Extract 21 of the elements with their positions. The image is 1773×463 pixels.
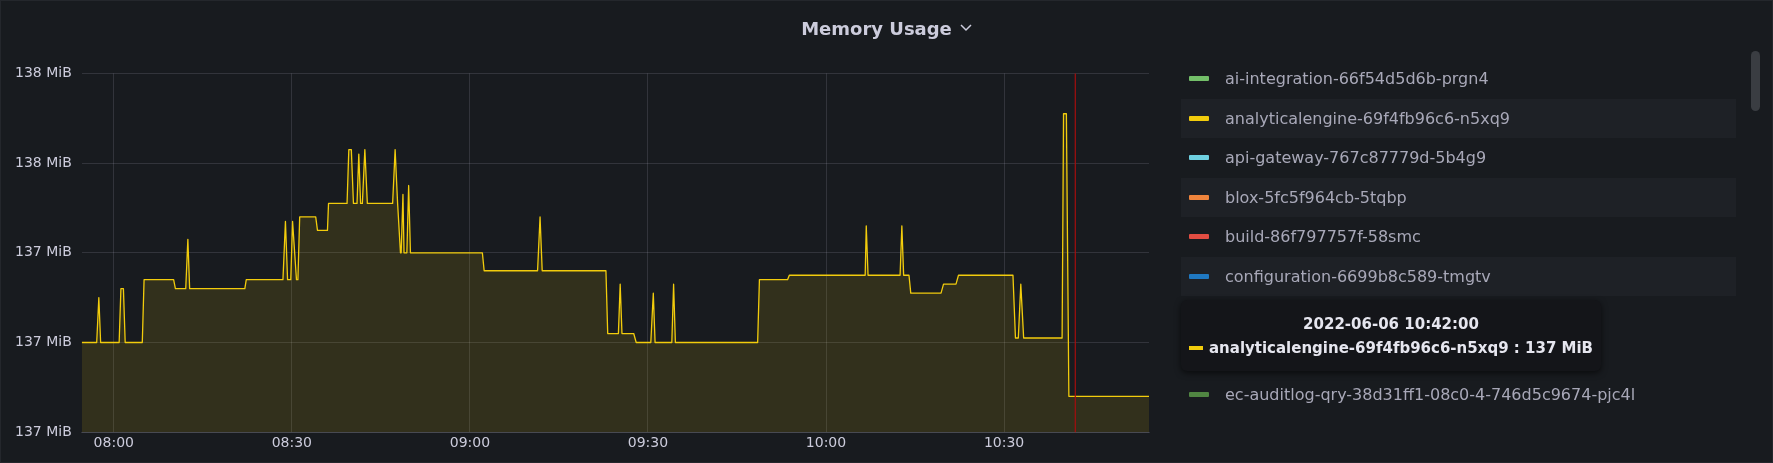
y-tick-label: 138 MiB	[15, 64, 72, 81]
text: analyticalengine-69f4fb96c6-n5xq9 : 137 MiB	[1208, 338, 1594, 357]
y-tick-label: 138 MiB	[15, 153, 72, 170]
y-tick-label: 137 MiB	[15, 333, 72, 350]
x-tick-label: 09:30	[627, 434, 669, 451]
chart-title: Memory Usage	[801, 17, 952, 39]
text: 2022-06-06 10:42:00	[1303, 314, 1479, 333]
legend-label: api-gateway-767c87779d-5b4g9	[1225, 148, 1487, 168]
y-tick-label: 137 MiB	[15, 243, 72, 260]
legend-label: blox-5fc5f964cb-5tqbp	[1225, 187, 1407, 207]
y-tick-label: 137 MiB	[15, 422, 72, 439]
x-tick-label: 10:00	[805, 434, 847, 451]
legend-label: ai-integration-66f54d5d6b-prgn4	[1225, 69, 1489, 89]
legend-label: configuration-6699b8c589-tmgtv	[1225, 266, 1491, 286]
legend-label: ec-auditlog-qry-38d31ff1-08c0-4-746d5c9674-pjc4l	[1225, 385, 1636, 405]
x-tick-label: 08:00	[93, 434, 134, 451]
legend-label: build-86f797757f-58smc	[1225, 227, 1421, 247]
x-tick-label: 08:30	[271, 434, 313, 451]
x-tick-label: 09:00	[449, 434, 491, 451]
legend-label: analyticalengine-69f4fb96c6-n5xq9	[1225, 108, 1510, 128]
x-tick-label: 10:30	[983, 434, 1025, 451]
